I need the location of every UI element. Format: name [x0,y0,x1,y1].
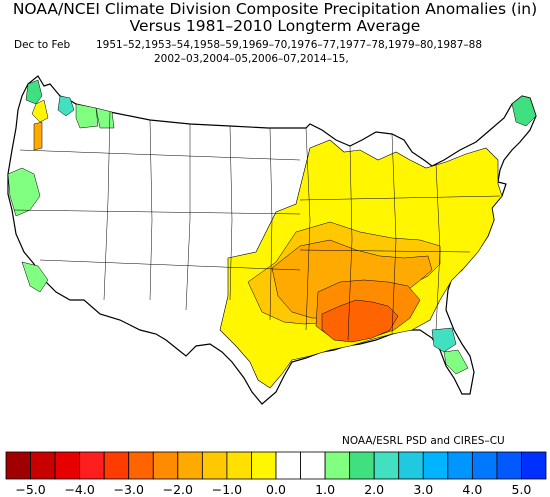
colorbar-tick-label: 0.0 [266,482,286,497]
colorbar-tick-label: −1.0 [212,482,242,497]
colorbar-box [398,451,424,480]
map-title-line2: Versus 1981–2010 Longterm Average [129,17,421,35]
colorbar-tick-label: 5.0 [512,482,532,497]
data-credit: NOAA/ESRL PSD and CIRES–CU [342,435,505,447]
colorbar-box [5,451,31,480]
colorbar-tick-label: 4.0 [462,482,482,497]
colorbar-box [324,451,351,480]
wa-coast-green [25,79,43,105]
colorbar-box [373,451,400,480]
colorbar-tick-label: −5.0 [15,482,45,497]
ca-north-green [7,167,41,217]
colorbar-box [496,451,522,480]
colorbar-box [201,451,228,480]
colorbar-box [79,451,105,480]
colorbar-box [226,451,252,480]
colorbar-box [422,451,449,480]
ca-south-green [21,261,49,293]
colorbar-tick-label: −4.0 [64,482,94,497]
colorbar-box [251,451,277,480]
colorbar-tick-label: 1.0 [315,482,335,497]
colorbar-box [349,451,375,480]
colorbar-box [275,451,301,480]
florida-teal [431,327,457,353]
deep-south-red-orange [321,299,399,343]
colorbar-box [300,451,326,480]
years-line1: 1951–52,1953–54,1958–59,1969–70,1976–77,… [96,39,483,51]
colorbar-box [152,451,179,480]
ne-maine-green [511,95,537,127]
years-line2: 2002–03,2004–05,2006–07,2014–15, [154,53,349,65]
colorbar-box [103,451,130,480]
florida-green [443,349,469,375]
colorbar-box [177,451,203,480]
map-title-line1: NOAA/NCEI Climate Division Composite Pre… [12,0,538,18]
wa-inland-yellow [31,99,49,123]
colorbar-tick-label: −3.0 [114,482,144,497]
colorbar-box [54,451,81,480]
colorbar-box [447,451,473,480]
colorbar-box [30,451,56,480]
colorbar-tick-label: −2.0 [163,482,193,497]
wa-east-green [75,103,99,129]
state-lines [13,111,501,341]
colorbar-box [128,451,154,480]
colorbar-box [471,451,498,480]
or-orange [33,121,43,151]
us-climate-division-map [7,75,537,405]
wa-puget-green [57,95,75,117]
colorbar-tick-label: 2.0 [364,482,384,497]
season-label: Dec to Feb [14,39,71,51]
colorbar-box [521,451,547,480]
colorbar-tick-label: 3.0 [413,482,433,497]
